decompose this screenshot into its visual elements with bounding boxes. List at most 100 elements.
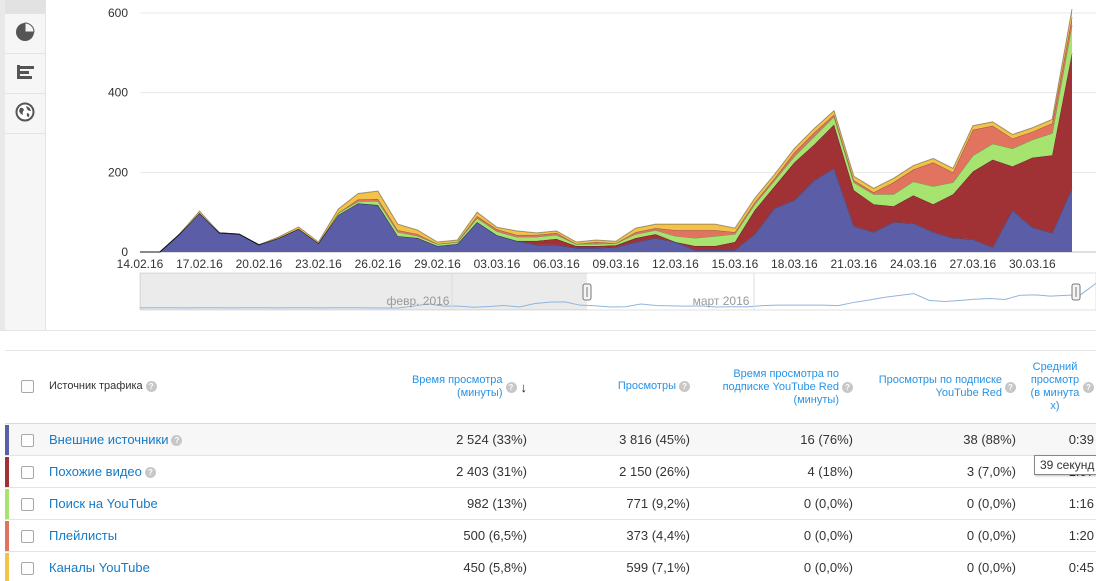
red-views-cell: 38 (88%) [867,423,1030,456]
series-color-swatch [5,521,9,551]
red-views-cell: 0 (0,0%) [867,519,1030,552]
source-link[interactable]: Внешние источники [49,432,169,447]
avg-duration-cell: 1:16 [1030,487,1096,520]
row-select-cell [5,455,49,488]
red-watch-time-cell: 4 (18%) [704,455,867,488]
table-row[interactable]: Плейлисты 500 (6,5%) 373 (4,4%) 0 (0,0%) 0 (… [5,519,1096,552]
row-checkbox[interactable] [20,498,34,512]
red-watch-time-column-header[interactable]: Время просмотра по подписке YouTube Red … [704,350,867,424]
help-icon[interactable]: ? [144,467,156,479]
row-checkbox[interactable] [20,466,34,480]
help-icon[interactable]: ? [1083,381,1094,393]
x-tick-label: 18.03.16 [771,257,818,271]
red-watch-time-cell: 0 (0,0%) [704,551,867,581]
x-tick-label: 06.03.16 [533,257,580,271]
help-icon[interactable]: ? [505,381,517,393]
source-link[interactable]: Плейлисты [49,528,118,543]
row-checkbox[interactable] [20,434,34,448]
watch-time-cell: 500 (6,5%) [349,519,541,552]
navigator-mask [140,273,587,310]
avg-duration-cell: 1:20 [1030,519,1096,552]
red-views-cell: 0 (0,0%) [867,551,1030,581]
source-cell: Плейлисты [49,519,349,552]
source-link[interactable]: Поиск на YouTube [49,496,158,511]
y-tick-label: 600 [108,6,128,20]
source-link[interactable]: Каналы YouTube [49,560,150,575]
source-link[interactable]: Похожие видео [49,464,142,479]
watch-time-cell: 982 (13%) [349,487,541,520]
duration-tooltip: 39 секунд [1034,455,1096,475]
watch-time-cell: 2 524 (33%) [349,423,541,456]
x-tick-label: 29.02.16 [414,257,461,271]
source-cell: Похожие видео? [49,455,349,488]
help-icon[interactable]: ? [1005,381,1016,393]
x-tick-label: 12.03.16 [652,257,699,271]
table-row[interactable]: Внешние источники? 2 524 (33%) 3 816 (45%)… [5,423,1096,456]
watch-time-cell: 2 403 (31%) [349,455,541,488]
row-select-cell [5,487,49,520]
x-tick-label: 17.02.16 [176,257,223,271]
row-checkbox[interactable] [20,562,34,576]
navigator-line [139,283,1096,309]
avg-duration-column-header[interactable]: Средний просмотр (в минута х)? [1030,350,1096,424]
help-icon[interactable]: ? [842,381,853,393]
navigator-month-label: февр. 2016 [387,294,450,308]
watch-time-column-header[interactable]: Время просмотра (минуты)? ↓ [349,350,541,424]
red-watch-time-cell: 0 (0,0%) [704,519,867,552]
bar-chart-icon [15,62,35,85]
views-cell: 771 (9,2%) [541,487,704,520]
source-cell: Внешние источники? [49,423,349,456]
pie-chart-button[interactable] [5,14,45,54]
x-tick-label: 23.02.16 [295,257,342,271]
red-views-column-header[interactable]: Просмотры по подписке YouTube Red? [867,350,1030,424]
section-divider [0,330,1096,350]
views-column-header[interactable]: Просмотры? [541,350,704,424]
help-icon[interactable]: ? [145,381,157,393]
help-icon[interactable]: ? [679,381,690,393]
watch-time-cell: 450 (5,8%) [349,551,541,581]
source-cell: Поиск на YouTube [49,487,349,520]
red-watch-time-cell: 0 (0,0%) [704,487,867,520]
red-views-cell: 0 (0,0%) [867,487,1030,520]
series-line [140,16,1073,253]
select-all-checkbox[interactable] [20,380,34,394]
y-tick-label: 0 [121,245,128,259]
range-navigator[interactable] [139,272,1096,311]
avg-duration-cell: 0:39 [1030,423,1096,456]
views-cell: 599 (7,1%) [541,551,704,581]
bar-chart-button[interactable] [5,54,45,94]
y-tick-label: 200 [108,165,128,179]
table-row[interactable]: Похожие видео? 2 403 (31%) 2 150 (26%) 4 (1… [5,455,1096,488]
source-column-header[interactable]: Источник трафика? [49,350,349,424]
red-watch-time-cell: 16 (76%) [704,423,867,456]
select-all-cell [5,350,49,424]
globe-icon [15,102,35,125]
series-color-swatch [5,425,9,455]
x-tick-label: 15.03.16 [712,257,759,271]
table-row[interactable]: Каналы YouTube 450 (5,8%) 599 (7,1%) 0 (0,0… [5,551,1096,581]
navigator-month-label: март 2016 [693,294,750,308]
red-views-cell: 3 (7,0%) [867,455,1030,488]
map-button[interactable] [5,94,45,134]
chart-type-sidebar [0,0,46,330]
pie-chart-icon [15,22,35,45]
row-checkbox[interactable] [20,530,34,544]
line-chart-button[interactable] [5,0,45,14]
series-color-swatch [5,489,9,519]
table-row[interactable]: Поиск на YouTube 982 (13%) 771 (9,2%) 0 (0,… [5,487,1096,520]
sort-descending-icon[interactable]: ↓ [520,379,528,395]
x-tick-label: 24.03.16 [890,257,937,271]
views-cell: 3 816 (45%) [541,423,704,456]
y-tick-label: 400 [108,86,128,100]
series-line [140,8,1073,253]
x-tick-label: 09.03.16 [593,257,640,271]
help-icon[interactable]: ? [171,435,183,447]
sidebar-edge [0,0,5,330]
row-select-cell [5,423,49,456]
x-tick-label: 30.03.16 [1009,257,1056,271]
series-color-swatch [5,457,9,487]
traffic-sources-area-chart: 0 200 400 600 14.02.16 17.02.16 20.02.16 23.02.… [108,6,1096,311]
x-tick-label: 26.02.16 [355,257,402,271]
area-series [140,52,1072,253]
row-select-cell [5,551,49,581]
